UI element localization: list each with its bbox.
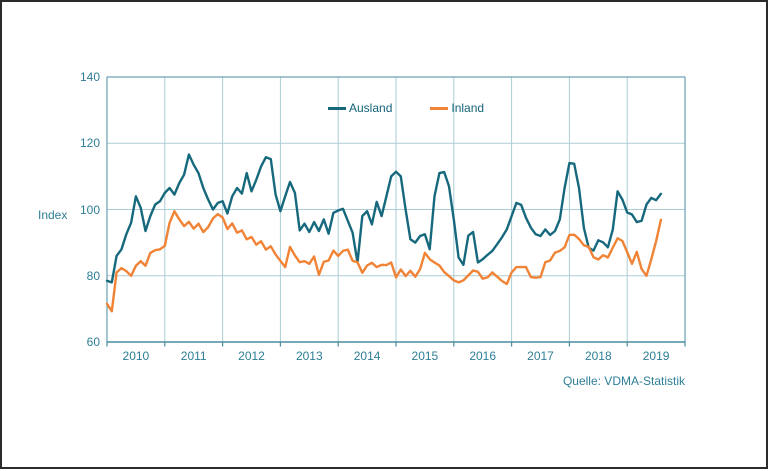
y-axis-title: Index: [38, 208, 68, 222]
ausland-line-swatch-icon: [328, 106, 346, 110]
inland-series-line: [105, 209, 663, 313]
x-year-label: 2012: [238, 349, 265, 363]
x-year-label: 2014: [353, 349, 381, 363]
legend-label-ausland: Ausland: [349, 101, 393, 115]
x-year-label: 2018: [584, 349, 612, 363]
legend-item-ausland: Ausland: [328, 101, 392, 115]
y-tick-label: 80: [86, 268, 100, 283]
x-year-label: 2011: [180, 349, 207, 363]
x-year-label: 2017: [527, 349, 554, 363]
y-tick-label: 120: [79, 136, 100, 151]
legend: Ausland Inland: [328, 101, 484, 115]
y-tick-label: 60: [86, 335, 100, 349]
x-year-label: 2013: [295, 349, 323, 363]
y-tick-label: 100: [79, 202, 100, 217]
inland-line-swatch-icon: [430, 106, 449, 110]
y-tick-label: 140: [79, 70, 100, 84]
x-year-label: 2019: [642, 349, 670, 363]
x-year-label: 2010: [122, 349, 150, 363]
legend-label-inland: Inland: [451, 101, 485, 115]
legend-item-inland: Inland: [430, 101, 484, 115]
x-year-label: 2016: [469, 349, 497, 363]
x-year-label: 2015: [411, 349, 439, 363]
ausland-series-line: [105, 153, 663, 284]
source-note: Quelle: VDMA-Statistik: [562, 374, 685, 388]
